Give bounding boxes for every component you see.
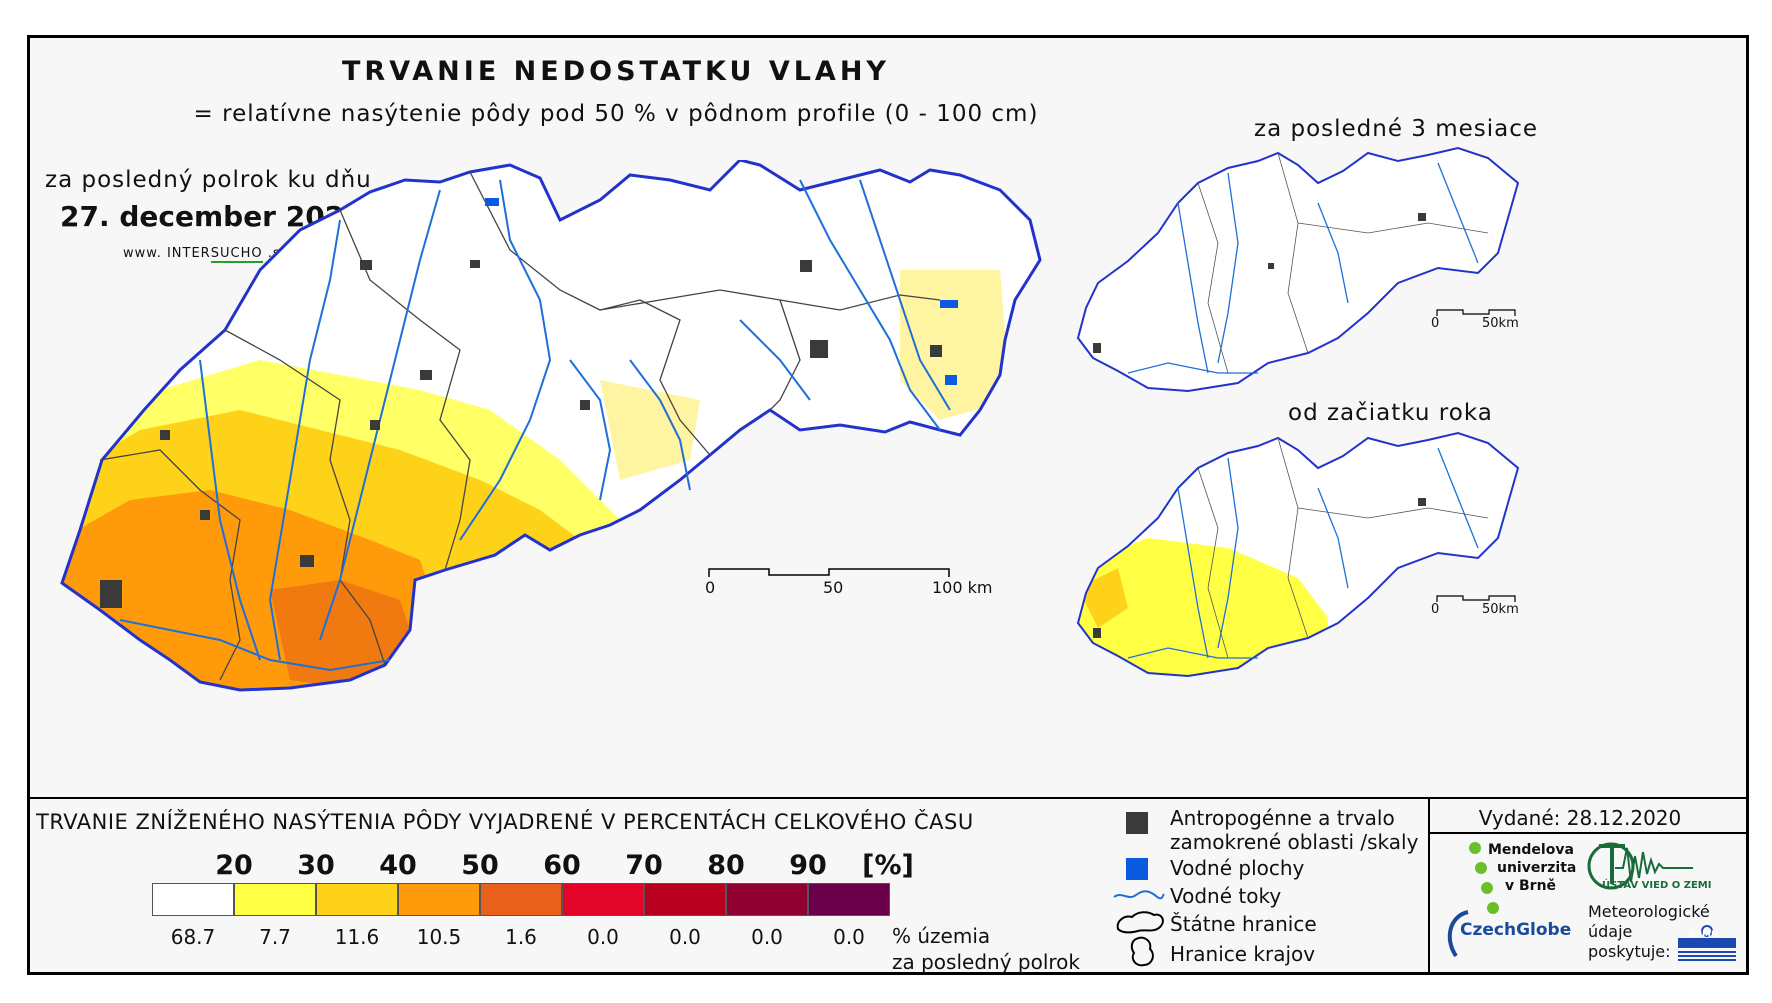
legend-percent: 1.6	[505, 925, 537, 949]
legend-swatch	[480, 883, 562, 916]
river-symbol	[1113, 890, 1165, 900]
legend-title: TRVANIE ZNÍŽENÉHO NASÝTENIA PÔDY VYJADRE…	[36, 810, 974, 834]
state-border-label: Štátne hranice	[1170, 912, 1317, 936]
map-title: TRVANIE NEDOSTATKU VLAHY	[342, 56, 890, 87]
anthropogenic-symbol	[1126, 812, 1148, 834]
legend-percent: 0.0	[751, 925, 783, 949]
inset-3months-map	[1076, 146, 1520, 393]
legend-note-line1: % územia	[892, 924, 991, 948]
inset-year-scale-end: 50km	[1482, 602, 1519, 617]
anthropogenic-label-1: Antropogénne a trvalo	[1170, 806, 1395, 830]
shmu-label: SHMÚ	[1688, 930, 1719, 940]
legend-swatch	[562, 883, 644, 916]
website-prefix: www. INTER	[123, 246, 211, 261]
inset-year-scale-bar	[1436, 595, 1516, 602]
legend-tick: 30	[297, 850, 335, 881]
state-border-symbol	[1116, 911, 1164, 934]
meteo-line2: údaje	[1588, 922, 1633, 941]
inset-3months-scale-start: 0	[1431, 316, 1440, 331]
legend-percent: 10.5	[416, 925, 462, 949]
mendel-logo-dots	[1469, 842, 1499, 914]
water-bodies-label: Vodné plochy	[1170, 856, 1305, 880]
logos-divider	[1428, 797, 1430, 975]
legend-percent: 0.0	[833, 925, 865, 949]
legend-box	[27, 797, 1749, 975]
legend-tick: 60	[543, 850, 581, 881]
region-border-symbol	[1130, 936, 1154, 967]
anthropogenic-label-2: zamokrené oblasti /skaly	[1170, 830, 1419, 854]
shmu-logo	[1678, 925, 1736, 961]
inset-3months-scale-end: 50km	[1482, 316, 1519, 331]
scale-mid: 50	[823, 578, 844, 597]
legend-percent: 11.6	[334, 925, 380, 949]
main-scale-bar	[708, 568, 950, 577]
inset-year-scale-start: 0	[1431, 602, 1440, 617]
meteo-line1: Meteorologické	[1588, 902, 1710, 921]
czechglobe-logo: CzechGlobe	[1460, 920, 1572, 940]
legend-note: % územia za posledný polrok	[892, 923, 1080, 975]
legend-note-line2: za posledný polrok	[892, 950, 1080, 974]
region-border-label: Hranice krajov	[1170, 942, 1316, 966]
legend-tick: 20	[215, 850, 253, 881]
rivers-label: Vodné toky	[1170, 884, 1282, 908]
legend-swatch	[398, 883, 480, 916]
legend-swatch	[808, 883, 890, 916]
mendel-line2: univerzita	[1497, 860, 1577, 876]
legend-percent: 0.0	[587, 925, 619, 949]
legend-percent: 68.7	[170, 925, 216, 949]
legend-tick-unit: [%]	[862, 850, 914, 881]
legend-swatch	[152, 883, 234, 916]
legend-swatch	[316, 883, 398, 916]
czechglobe-arc-icon	[1447, 910, 1469, 958]
period-label: za posledný polrok ku dňu	[45, 167, 372, 193]
legend-tick: 90	[789, 850, 827, 881]
mendel-line3: v Brně	[1505, 878, 1557, 894]
mendel-line1: Mendelova	[1488, 842, 1574, 858]
water-body-symbol	[1126, 858, 1148, 880]
map-subtitle: = relatívne nasýtenie pôdy pod 50 % v pô…	[193, 101, 1039, 127]
inset-3months-title: za posledné 3 mesiace	[1254, 116, 1539, 142]
inset-3months-scale-bar	[1436, 309, 1516, 316]
legend-tick: 80	[707, 850, 745, 881]
legend-tick: 40	[379, 850, 417, 881]
legend-swatch	[644, 883, 726, 916]
issued-date: Vydané: 28.12.2020	[1478, 806, 1682, 830]
legend-percent: 7.7	[259, 925, 291, 949]
ustav-vied-o-zemi-logo	[1587, 842, 1693, 890]
ustav-label: ÚSTAV VIED O ZEMI	[1602, 880, 1712, 891]
main-slovakia-map	[60, 160, 1042, 692]
scale-end: 100 km	[932, 578, 993, 597]
inset-year-map	[1076, 431, 1520, 678]
logos-header-divider	[1428, 832, 1749, 834]
legend-percent: 0.0	[669, 925, 701, 949]
legend-tick: 50	[461, 850, 499, 881]
legend-swatch	[234, 883, 316, 916]
website-highlight: SUCHO	[210, 246, 263, 263]
scale-start: 0	[705, 578, 716, 597]
legend-tick: 70	[625, 850, 663, 881]
legend-swatch	[726, 883, 808, 916]
meteo-line3: poskytuje:	[1588, 942, 1671, 961]
inset-year-title: od začiatku roka	[1288, 400, 1493, 426]
